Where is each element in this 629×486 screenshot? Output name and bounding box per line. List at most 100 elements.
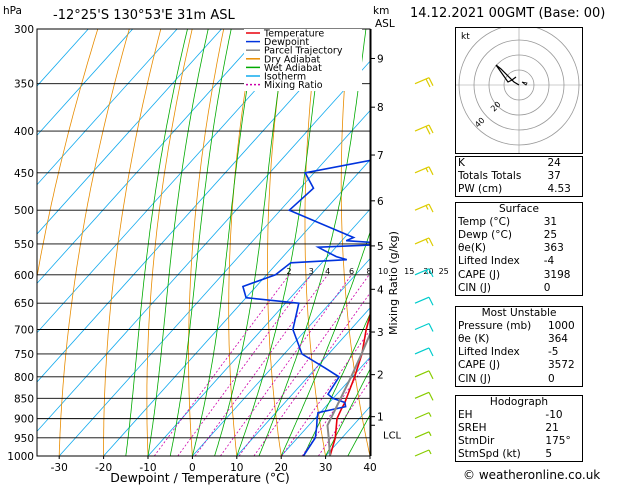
isotherm-line (103, 159, 370, 456)
legend-label: Wet Adiabat (264, 63, 322, 74)
pressure-tick-label: 600 (14, 270, 34, 282)
index-label: EH (455, 409, 545, 423)
index-label: Dewp (°C) (454, 229, 543, 243)
index-value: -10 (544, 409, 584, 423)
hodograph-ring-label: 40 (473, 116, 487, 130)
mixing-ratio-label: 8 (367, 267, 372, 276)
index-value: 24 (546, 156, 584, 171)
wind-barb-shaft (414, 124, 430, 132)
index-label: SREH (455, 422, 545, 436)
index-value: 0 (542, 281, 583, 296)
legend-label: Temperature (263, 29, 324, 40)
wind-barb-shaft (414, 203, 430, 211)
index-label: θe(K) (454, 242, 543, 256)
km-tick-label: 3 (377, 327, 384, 339)
temperature-tick-label: 40 (363, 462, 376, 474)
index-row: K 24 (455, 156, 584, 171)
hodograph-ring-label: 20 (489, 100, 503, 114)
wind-barb-flag (425, 78, 431, 88)
hodograph-trace (495, 64, 520, 86)
index-value: 363 (542, 242, 583, 256)
temperature-tick-label: -30 (51, 462, 68, 474)
wind-barb-half-flag (425, 205, 429, 210)
index-row: StmSpd (kt) 5 (455, 448, 584, 463)
mixing-ratio-label: 10 (378, 267, 388, 276)
isotherm-line (147, 208, 370, 456)
isotherm-line (280, 356, 370, 456)
wet-adiabat-line (169, 29, 232, 456)
wind-barb-flag (428, 203, 434, 213)
index-row: CAPE (J) 3198 (454, 268, 583, 282)
isotherm-line (37, 29, 267, 284)
index-value: -5 (546, 346, 583, 360)
hpa-label: hPa (3, 5, 22, 17)
index-value: 364 (546, 333, 583, 347)
section-title: Hodograph (455, 395, 583, 410)
isotherm-line (37, 29, 178, 186)
wind-barb-shaft (414, 77, 430, 85)
index-row: Totals Totals 37 (455, 170, 584, 184)
isotherm-line (37, 29, 222, 235)
index-value: 3198 (542, 268, 583, 282)
index-value: 21 (544, 422, 584, 436)
index-label: Temp (°C) (454, 216, 543, 230)
index-row: CIN (J) 0 (454, 281, 583, 296)
index-label: Totals Totals (455, 170, 547, 184)
mixing-ratio-label: 3 (309, 267, 314, 276)
temperature-tick-label: -20 (95, 462, 112, 474)
km-label: km (373, 5, 389, 17)
mixing-ratio-axis-label: Mixing Ratio (g/kg) (387, 231, 400, 335)
hodograph-table: Hodograph EH -10 SREH 21 StmDir 175° StmSpd (kt… (455, 395, 584, 463)
plot-frame (36, 28, 371, 457)
isotherm-line (37, 29, 311, 334)
wind-barb-shaft (414, 322, 430, 331)
most-unstable-table: Most Unstable Pressure (mb) 1000 θe (K) 364 L… (454, 306, 583, 387)
isotherm-line (37, 29, 133, 136)
index-label: Lifted Index (454, 255, 543, 269)
lcl-label: LCL (383, 430, 402, 441)
index-label: StmDir (455, 435, 545, 449)
index-label: CIN (J) (454, 281, 543, 296)
wind-barb-shaft (414, 237, 430, 245)
mixing-ratio-label: 20 (423, 267, 433, 276)
dry-adiabat-line (58, 29, 130, 456)
km-tick-label: 9 (377, 53, 384, 65)
wind-barb-flag (428, 77, 434, 86)
index-value: 4.53 (546, 183, 584, 198)
profile-parcel-trajectory (326, 331, 370, 456)
mixing-ratio-line (318, 380, 370, 456)
index-row: Lifted Index -4 (454, 255, 583, 269)
wind-barb-half-flag (428, 412, 432, 417)
surface-table: Surface Temp (°C) 31 Dewp (°C) 25 θe(K) 363 Lif… (454, 202, 583, 296)
mixing-ratio-line (153, 274, 290, 456)
index-label: CAPE (J) (454, 359, 547, 373)
pressure-tick-label: 400 (14, 126, 34, 138)
storm-motion-marker (521, 81, 528, 86)
wind-barb-half-flag (428, 431, 432, 437)
index-label: Lifted Index (454, 346, 547, 360)
pressure-tick-label: 550 (14, 239, 34, 251)
legend-label: Parcel Trajectory (264, 46, 343, 57)
legend-label: Mixing Ratio (264, 80, 323, 91)
index-label: CIN (J) (454, 372, 547, 387)
wind-barb-flag (428, 296, 434, 306)
pressure-tick-label: 700 (14, 325, 34, 337)
wet-adiabat-line (258, 29, 367, 456)
wind-barb-half-flag (425, 269, 429, 275)
index-label: Pressure (mb) (454, 320, 547, 334)
profile-temperature (329, 312, 370, 456)
pressure-tick-label: 350 (14, 79, 34, 91)
pressure-tick-label: 950 (14, 433, 34, 445)
index-row: CAPE (J) 3572 (454, 359, 583, 373)
dry-adiabat-line (37, 29, 99, 279)
index-value: 1000 (546, 320, 583, 334)
index-label: θe (K) (454, 333, 547, 347)
wind-barb-shaft (414, 166, 430, 174)
wind-barb-shaft (414, 449, 430, 457)
location-label: -12°25'S 130°53'E 31m ASL (53, 8, 235, 23)
isotherm-line (37, 29, 355, 383)
wind-barb-flag (428, 392, 434, 401)
index-row: SREH 21 (455, 422, 584, 436)
temperature-tick-label: 20 (275, 462, 288, 474)
